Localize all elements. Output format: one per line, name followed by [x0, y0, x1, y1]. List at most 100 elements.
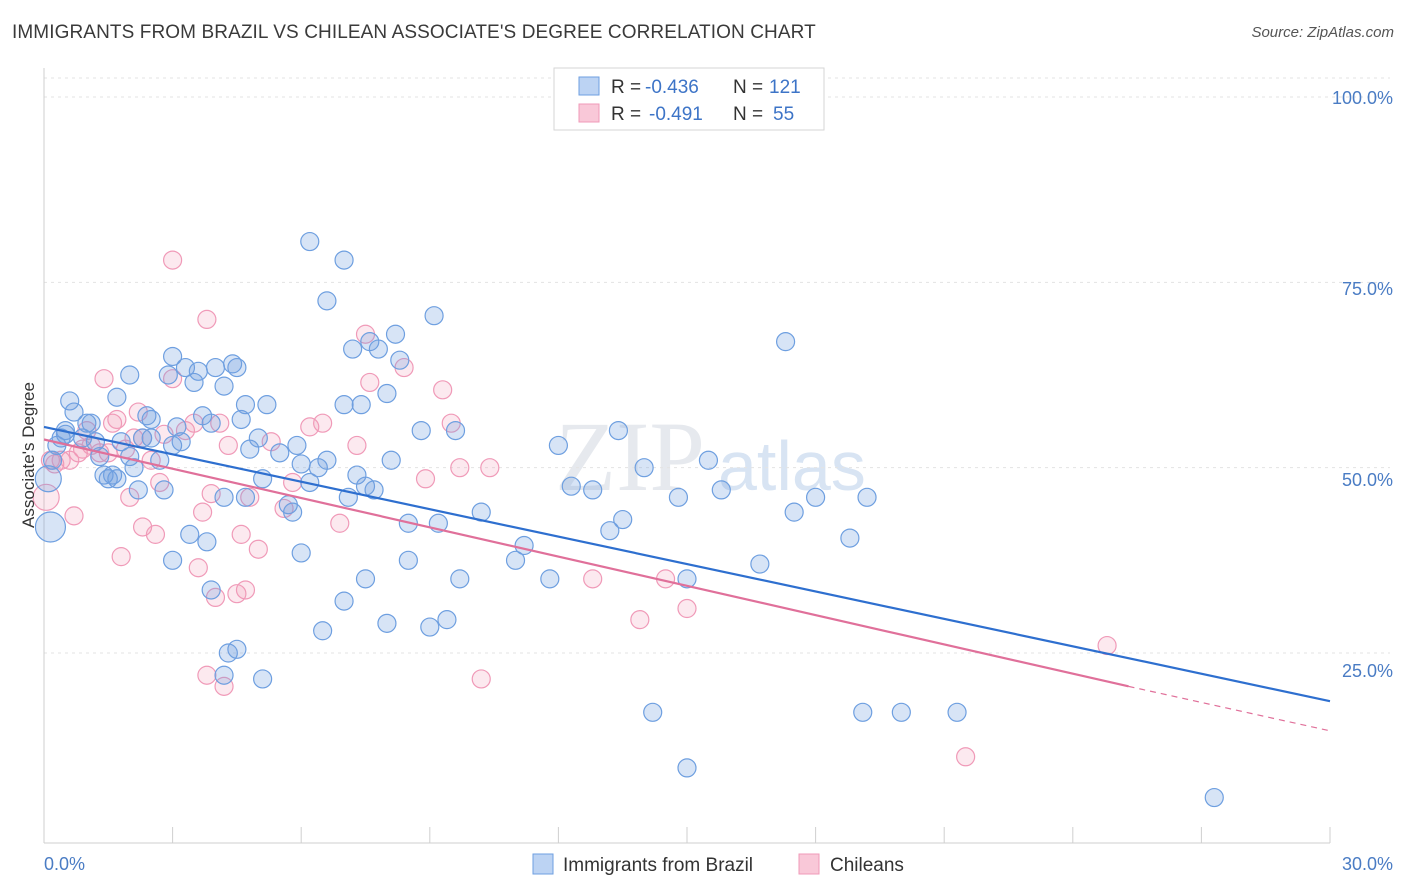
brazil-point-43 [141, 428, 161, 448]
y-tick-label-75: 75.0% [1342, 279, 1393, 299]
brazil-point-118 [857, 487, 877, 507]
chilean-point-26 [231, 524, 251, 544]
trend-lines [43, 425, 1331, 732]
stats-n-value-pink: 55 [773, 104, 794, 125]
brazil-point-26 [154, 480, 174, 500]
chilean-point-52 [235, 580, 256, 600]
data-points [32, 231, 1224, 808]
chilean-point-27 [240, 487, 260, 507]
brazil-point-35 [231, 409, 251, 430]
y-tick-label-50: 50.0% [1342, 470, 1393, 490]
source-label: Source: ZipAtlas.com [1251, 24, 1394, 41]
chilean-point-63 [471, 669, 491, 689]
brazil-point-17 [107, 469, 127, 489]
brazil-point-1 [34, 465, 62, 493]
chilean-point-59 [583, 569, 603, 589]
brazil-point-109 [668, 487, 689, 507]
chilean-trend-line [43, 438, 1129, 688]
brazil-point-62 [163, 550, 183, 570]
brazil-point-120 [643, 702, 663, 722]
brazil-point-116 [805, 487, 826, 507]
watermark-zip: ZIP [555, 401, 705, 512]
brazil-point-11 [81, 413, 101, 433]
brazil-point-56 [291, 543, 311, 563]
brazil-point-46 [223, 354, 243, 374]
chilean-point-40 [433, 380, 453, 400]
brazil-point-100 [514, 535, 534, 556]
chilean-point-56 [64, 506, 84, 526]
legend-swatch-chileans [798, 853, 820, 875]
watermark-atlas: atlas [718, 427, 866, 505]
brazil-point-63 [201, 580, 221, 600]
chilean-point-62 [677, 598, 697, 619]
brazil-point-99 [505, 550, 526, 570]
brazil-point-77 [385, 324, 406, 344]
brazil-point-105 [600, 521, 620, 541]
brazil-point-76 [368, 339, 388, 359]
brazil-point-58 [214, 487, 234, 507]
brazil-point-61 [180, 524, 200, 544]
stats-r-value-pink: -0.491 [649, 104, 703, 125]
brazil-point-59 [235, 487, 256, 507]
legend-label-brazil: Immigrants from Brazil [563, 855, 753, 876]
brazil-point-78 [343, 339, 363, 359]
brazil-point-122 [853, 702, 873, 722]
chilean-point-54 [214, 676, 234, 696]
chart-title: IMMIGRANTS FROM BRAZIL VS CHILEAN ASSOCI… [12, 22, 816, 43]
chilean-point-37 [360, 372, 380, 393]
brazil-point-38 [163, 346, 183, 367]
chilean-point-42 [480, 458, 500, 478]
stats-legend-swatch-pink [578, 103, 600, 123]
brazil-point-36 [235, 395, 256, 415]
brazil-point-79 [377, 383, 397, 404]
chilean-point-45 [197, 309, 217, 329]
y-tick-label-100: 100.0% [1332, 88, 1393, 108]
brazil-point-65 [227, 639, 247, 659]
brazil-point-86 [381, 450, 401, 470]
brazil-point-55 [283, 502, 303, 522]
brazil-point-39 [171, 432, 191, 452]
brazil-point-101 [540, 569, 560, 589]
brazil-point-123 [947, 702, 967, 722]
chilean-point-28 [248, 539, 268, 559]
brazil-point-115 [775, 332, 796, 352]
brazil-point-83 [317, 291, 337, 311]
brazil-point-104 [583, 480, 603, 500]
x-tick-label-max: 30.0% [1342, 854, 1393, 874]
stats-r-label-blue: R = [611, 77, 641, 98]
brazil-point-96 [437, 610, 457, 630]
brazil-point-68 [313, 621, 333, 641]
chilean-point-53 [197, 665, 217, 685]
brazil-point-84 [424, 306, 444, 326]
brazil-point-124 [1204, 787, 1224, 808]
brazil-point-106 [613, 509, 633, 530]
brazil-point-48 [257, 395, 277, 415]
brazil-point-51 [291, 454, 311, 474]
brazil-point-8 [55, 424, 76, 444]
brazil-point-90 [445, 421, 466, 441]
stats-n-label-blue: N = [733, 77, 763, 98]
brazil-point-60 [197, 532, 217, 552]
brazil-point-49 [270, 443, 290, 463]
brazil-point-21 [128, 480, 148, 500]
chilean-point-35 [347, 435, 367, 456]
chilean-point-55 [111, 547, 131, 567]
chilean-point-25 [218, 435, 238, 456]
brazil-point-85 [390, 350, 410, 370]
brazil-point-44 [167, 417, 187, 437]
stats-n-label-pink: N = [733, 104, 763, 125]
chilean-point-32 [300, 417, 320, 437]
brazil-point-102 [548, 435, 569, 456]
chilean-point-23 [201, 484, 221, 504]
brazil-point-117 [840, 528, 860, 548]
brazil-point-110 [677, 569, 697, 589]
axes [43, 68, 1331, 844]
stats-legend-swatch-blue [578, 76, 600, 96]
chilean-point-33 [313, 413, 333, 433]
brazil-point-6 [64, 402, 84, 422]
stats-legend: R = -0.436 N = 121 R = -0.491 N = 55 [553, 67, 825, 131]
brazil-point-94 [377, 613, 397, 633]
brazil-point-67 [253, 669, 273, 689]
y-tick-labels: 100.0% 75.0% 50.0% 25.0% [1332, 88, 1393, 681]
brazil-point-93 [355, 569, 376, 589]
